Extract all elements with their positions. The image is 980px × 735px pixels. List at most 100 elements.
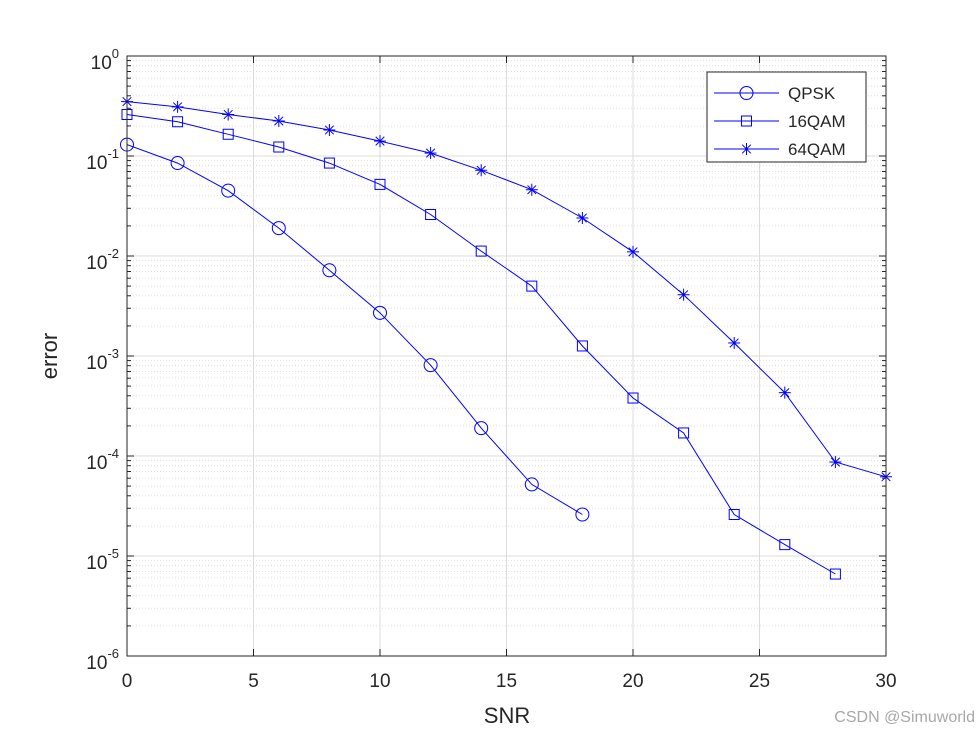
y-tick-base: 10 bbox=[86, 153, 107, 174]
y-tick-label: 10-3 bbox=[86, 346, 119, 374]
legend-label-qpsk: QPSK bbox=[788, 84, 836, 103]
y-tick-exponent: -2 bbox=[107, 246, 119, 261]
series-64qam-marker-arm bbox=[678, 290, 689, 300]
y-tick-base: 10 bbox=[86, 253, 107, 274]
series-64qam-marker bbox=[272, 114, 285, 127]
legend-label-64qam: 64QAM bbox=[788, 140, 846, 159]
series-qpsk-marker bbox=[221, 183, 236, 198]
series-64qam-marker bbox=[728, 336, 741, 349]
series-64qam-marker-arm bbox=[476, 165, 486, 175]
y-tick-base: 10 bbox=[86, 653, 107, 674]
series-64qam-marker bbox=[222, 108, 235, 121]
series-16qam-marker bbox=[222, 128, 234, 140]
y-tick-label: 10-2 bbox=[86, 246, 119, 274]
series-64qam-marker-arm bbox=[425, 148, 436, 158]
series-64qam-marker-arm bbox=[375, 136, 385, 146]
x-tick-label: 5 bbox=[248, 671, 259, 692]
x-tick-label: 0 bbox=[122, 671, 133, 692]
series-64qam-marker-arm bbox=[274, 116, 284, 126]
series-16qam-marker bbox=[172, 116, 184, 128]
legend-marker-64qam bbox=[740, 143, 753, 155]
x-tick-label: 30 bbox=[875, 671, 896, 692]
series-16qam bbox=[121, 109, 841, 580]
series-64qam-marker bbox=[627, 245, 639, 258]
series-64qam-marker bbox=[171, 100, 184, 113]
plot-area-box bbox=[126, 55, 887, 657]
y-tick-base: 10 bbox=[86, 353, 107, 374]
y-tick-exponent: -3 bbox=[107, 346, 119, 361]
series-64qam-marker bbox=[829, 456, 842, 469]
x-axis-label: SNR bbox=[484, 703, 530, 728]
axes bbox=[126, 55, 887, 657]
x-tick-label: 25 bbox=[749, 671, 770, 692]
legend-marker-16qam bbox=[741, 115, 752, 127]
series-16qam-marker bbox=[323, 157, 335, 169]
series-16qam-marker bbox=[678, 427, 690, 439]
series-64qam-marker-arm bbox=[729, 338, 739, 348]
legend-glyphs bbox=[714, 86, 779, 155]
series-64qam-marker bbox=[677, 288, 690, 301]
series-64qam-marker-arm bbox=[628, 247, 638, 257]
series-64qam-marker-arm bbox=[324, 125, 335, 135]
series-16qam-marker bbox=[425, 209, 437, 221]
series-16qam-marker bbox=[273, 141, 285, 153]
series-64qam bbox=[121, 95, 892, 483]
series-64qam-marker-arm bbox=[830, 457, 841, 467]
series-64qam-marker bbox=[323, 123, 336, 136]
grid-lines bbox=[127, 56, 886, 656]
y-tick-exponent: 0 bbox=[112, 46, 119, 61]
series-64qam-marker-arm bbox=[780, 387, 790, 398]
x-tick-label: 15 bbox=[496, 671, 517, 692]
series-64qam-line bbox=[126, 101, 887, 478]
y-tick-base: 10 bbox=[86, 453, 107, 474]
series-64qam-marker bbox=[475, 164, 488, 177]
series-qpsk-marker bbox=[271, 221, 286, 236]
series-64qam-marker bbox=[576, 211, 589, 224]
series-64qam-marker-arm bbox=[223, 109, 233, 120]
watermark: CSDN @Simuworld bbox=[834, 709, 975, 726]
series-qpsk bbox=[120, 137, 590, 522]
series-64qam-marker-arm bbox=[577, 213, 588, 223]
series-16qam-line bbox=[126, 114, 836, 575]
series-qpsk-marker bbox=[170, 156, 185, 171]
legend-label-16qam: 16QAM bbox=[788, 112, 846, 131]
series-qpsk-marker bbox=[373, 305, 387, 320]
series-64qam-marker bbox=[424, 147, 437, 160]
y-axis-label: error bbox=[37, 333, 62, 379]
y-tick-exponent: -6 bbox=[107, 646, 119, 661]
series-16qam-marker bbox=[576, 340, 588, 352]
y-tick-exponent: -4 bbox=[107, 446, 119, 461]
y-tick-exponent: -1 bbox=[107, 146, 119, 161]
series-16qam-marker bbox=[374, 178, 386, 190]
y-tick-label: 10-1 bbox=[86, 146, 119, 174]
y-tick-base: 10 bbox=[86, 553, 107, 574]
series-layer bbox=[120, 95, 892, 580]
series-16qam-marker bbox=[526, 280, 538, 292]
legend: QPSK 16QAM 64QAM bbox=[706, 71, 867, 163]
series-64qam-marker bbox=[525, 183, 538, 196]
series-16qam-marker bbox=[728, 509, 740, 521]
x-tick-labels: 0 5 10 15 20 25 30 bbox=[122, 671, 897, 692]
series-qpsk-marker bbox=[322, 263, 337, 278]
series-qpsk-marker bbox=[423, 358, 438, 373]
legend-marker-qpsk bbox=[739, 86, 754, 100]
y-tick-label: 10-6 bbox=[86, 646, 119, 674]
y-tick-label: 10-4 bbox=[86, 446, 119, 474]
series-qpsk-marker bbox=[474, 421, 489, 436]
series-qpsk-line bbox=[126, 144, 583, 515]
series-16qam-marker bbox=[829, 568, 841, 580]
y-tick-base: 10 bbox=[91, 53, 112, 74]
x-tick-label: 10 bbox=[369, 671, 390, 692]
series-64qam-marker bbox=[374, 135, 386, 148]
series-64qam-marker bbox=[778, 386, 791, 399]
series-64qam-marker-arm bbox=[172, 102, 183, 112]
series-qpsk-marker bbox=[524, 477, 539, 492]
series-qpsk-marker bbox=[575, 507, 590, 522]
series-16qam-marker bbox=[779, 539, 791, 551]
legend-marker-64qam-arm bbox=[741, 144, 752, 154]
y-tick-label: 10-5 bbox=[86, 546, 119, 574]
series-16qam-marker bbox=[627, 392, 639, 404]
series-16qam-marker bbox=[475, 245, 487, 257]
legend-box bbox=[706, 71, 867, 163]
